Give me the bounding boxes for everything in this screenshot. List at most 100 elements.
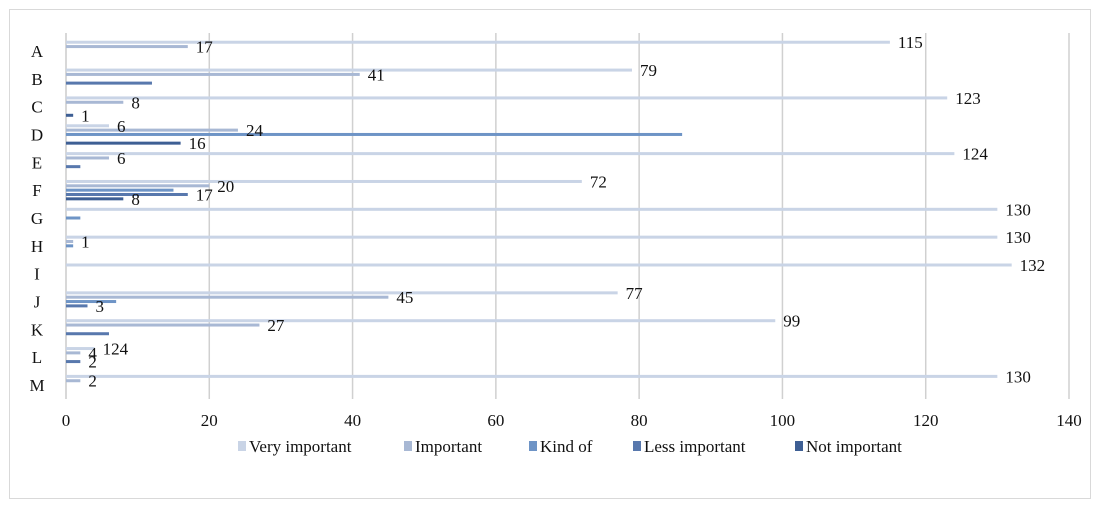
bar-important bbox=[66, 100, 124, 104]
category-label: F bbox=[32, 181, 41, 200]
category-label: M bbox=[29, 376, 44, 395]
data-label: 130 bbox=[1005, 228, 1031, 247]
data-label: 1 bbox=[81, 233, 90, 252]
bar-important bbox=[66, 72, 360, 76]
data-label: 8 bbox=[131, 190, 140, 209]
bar-very-important bbox=[66, 374, 998, 378]
legend-swatch bbox=[404, 441, 412, 451]
category-label: L bbox=[32, 348, 42, 367]
bar-kind-of bbox=[66, 300, 117, 304]
bar-very-important bbox=[66, 96, 948, 100]
data-label: 20 bbox=[217, 177, 234, 196]
bar-very-important bbox=[66, 68, 632, 72]
category-label: D bbox=[31, 125, 43, 144]
bar-important bbox=[66, 240, 74, 244]
bar-kind-of bbox=[66, 216, 81, 220]
category-label: C bbox=[31, 98, 42, 117]
bar-important bbox=[66, 156, 109, 160]
bar-less-important bbox=[66, 360, 81, 364]
legend-item: Less important bbox=[644, 437, 746, 456]
data-label: 130 bbox=[1005, 200, 1031, 219]
bar-less-important bbox=[66, 192, 188, 196]
data-label: 45 bbox=[396, 288, 413, 307]
category-label: A bbox=[31, 42, 44, 61]
category-label: I bbox=[34, 265, 40, 284]
x-tick-label: 80 bbox=[631, 411, 648, 430]
category-label: K bbox=[31, 320, 44, 339]
data-label: 17 bbox=[196, 38, 214, 57]
bar-kind-of bbox=[66, 244, 74, 248]
data-label: 8 bbox=[131, 93, 140, 112]
bar-less-important bbox=[66, 165, 81, 169]
data-label: 6 bbox=[117, 149, 126, 168]
bar-very-important bbox=[66, 152, 955, 156]
bar-kind-of bbox=[66, 188, 174, 192]
x-tick-label: 20 bbox=[201, 411, 218, 430]
bar-chart: 0 20 40 60 80 100 120 140ABCDEFGHIJKLM115177941… bbox=[29, 33, 1082, 456]
category-label: J bbox=[34, 293, 41, 312]
data-label: 124 bbox=[103, 340, 129, 359]
data-label: 24 bbox=[246, 121, 264, 140]
category-label: E bbox=[32, 153, 42, 172]
bar-not-important bbox=[66, 197, 124, 201]
data-label: 99 bbox=[783, 312, 800, 331]
data-label: 115 bbox=[898, 33, 923, 52]
bar-very-important bbox=[66, 207, 998, 211]
chart-frame: 0 20 40 60 80 100 120 140 A B C D E F G H I J K L M 115 17 79 41… bbox=[9, 9, 1091, 499]
bar-important bbox=[66, 45, 188, 49]
data-label: 2 bbox=[88, 372, 97, 391]
legend-swatch bbox=[795, 441, 803, 451]
bar-not-important bbox=[66, 141, 181, 145]
legend-swatch bbox=[633, 441, 641, 451]
bar-important bbox=[66, 379, 81, 383]
data-label: 72 bbox=[590, 172, 607, 191]
data-label: 6 bbox=[117, 117, 126, 136]
x-tick-label: 100 bbox=[770, 411, 796, 430]
x-tick-label: 0 bbox=[62, 411, 71, 430]
bar-very-important bbox=[66, 124, 109, 128]
bar-very-important bbox=[66, 235, 998, 239]
bar-important bbox=[66, 184, 210, 188]
data-label: 1 bbox=[81, 106, 90, 125]
legend-item: Important bbox=[415, 437, 482, 456]
data-label: 41 bbox=[368, 65, 385, 84]
data-label: 124 bbox=[962, 145, 988, 164]
bar-important bbox=[66, 295, 389, 299]
data-label: 17 bbox=[196, 185, 214, 204]
data-label: 16 bbox=[189, 134, 206, 153]
data-label: 77 bbox=[626, 284, 644, 303]
bar-less-important bbox=[66, 304, 88, 308]
x-tick-label: 140 bbox=[1056, 411, 1082, 430]
x-tick-label: 60 bbox=[487, 411, 504, 430]
bar-very-important bbox=[66, 40, 890, 44]
legend-item: Very important bbox=[249, 437, 352, 456]
x-tick-label: 40 bbox=[344, 411, 361, 430]
legend-swatch bbox=[529, 441, 537, 451]
category-label: H bbox=[31, 237, 43, 256]
bar-important bbox=[66, 128, 238, 132]
legend-item: Not important bbox=[806, 437, 902, 456]
bar-less-important bbox=[66, 332, 109, 336]
bar-important bbox=[66, 323, 260, 327]
x-tick-label: 120 bbox=[913, 411, 939, 430]
data-label: 4 bbox=[88, 344, 97, 363]
category-label: B bbox=[31, 70, 42, 89]
bar-very-important bbox=[66, 291, 618, 295]
bar-very-important bbox=[66, 179, 582, 183]
data-label: 27 bbox=[267, 316, 285, 335]
data-label: 123 bbox=[955, 89, 981, 108]
data-label: 3 bbox=[95, 297, 104, 316]
bar-important bbox=[66, 351, 81, 355]
data-label: 132 bbox=[1020, 256, 1046, 275]
bar-less-important bbox=[66, 81, 152, 85]
bar-very-important bbox=[66, 263, 1012, 267]
legend-item: Kind of bbox=[540, 437, 593, 456]
category-label: G bbox=[31, 209, 43, 228]
legend-swatch bbox=[238, 441, 246, 451]
bar-not-important bbox=[66, 113, 74, 117]
data-label: 130 bbox=[1005, 367, 1031, 386]
bar-very-important bbox=[66, 347, 95, 351]
data-label: 79 bbox=[640, 61, 657, 80]
data-label: 2 bbox=[88, 353, 97, 372]
bar-very-important bbox=[66, 319, 776, 323]
